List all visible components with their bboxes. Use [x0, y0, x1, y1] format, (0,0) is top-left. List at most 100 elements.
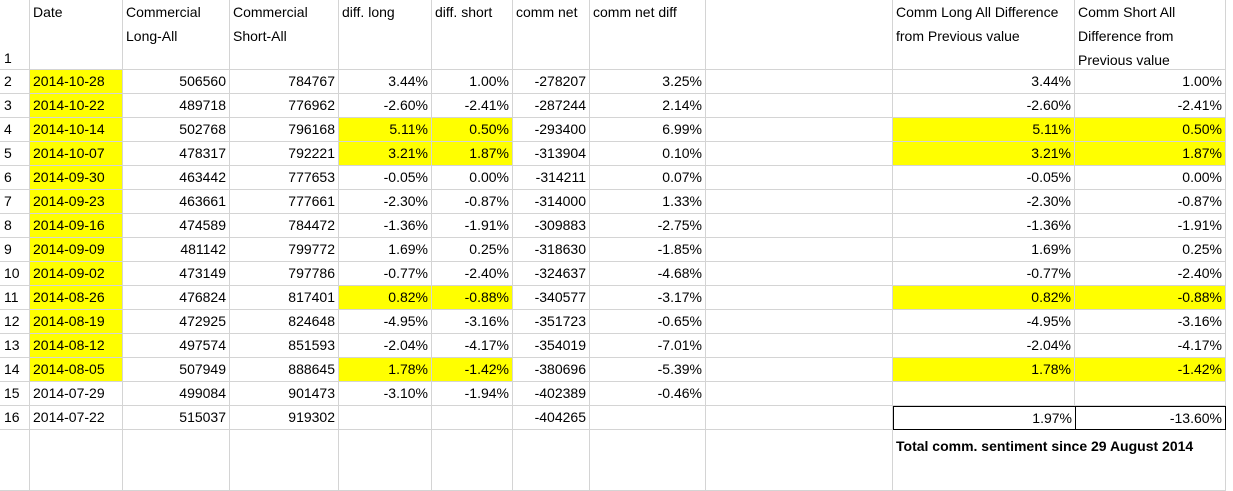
- row-header[interactable]: 14: [0, 358, 30, 382]
- diff-short-cell[interactable]: -4.17%: [432, 334, 513, 358]
- diff-short-cell[interactable]: 1.87%: [432, 142, 513, 166]
- long-prev-diff-cell[interactable]: 1.69%: [893, 238, 1075, 262]
- date-cell[interactable]: 2014-07-29: [30, 382, 123, 406]
- long-prev-diff-cell[interactable]: -1.36%: [893, 214, 1075, 238]
- comm-net-diff-cell[interactable]: [590, 406, 706, 430]
- diff-long-cell[interactable]: -3.10%: [339, 382, 432, 406]
- comm-net-diff-cell[interactable]: 3.25%: [590, 70, 706, 94]
- row-header[interactable]: 6: [0, 166, 30, 190]
- commercial-short-cell[interactable]: 888645: [230, 358, 339, 382]
- long-prev-diff-cell[interactable]: 1.78%: [893, 358, 1075, 382]
- row-header[interactable]: 5: [0, 142, 30, 166]
- empty-cell[interactable]: [230, 430, 339, 491]
- long-prev-diff-cell[interactable]: 3.44%: [893, 70, 1075, 94]
- date-cell[interactable]: 2014-10-14: [30, 118, 123, 142]
- diff-short-cell[interactable]: 1.00%: [432, 70, 513, 94]
- diff-long-cell[interactable]: -4.95%: [339, 310, 432, 334]
- long-prev-diff-cell[interactable]: 5.11%: [893, 118, 1075, 142]
- long-prev-diff-cell[interactable]: 3.21%: [893, 142, 1075, 166]
- comm-net-cell[interactable]: -314000: [513, 190, 590, 214]
- diff-long-cell[interactable]: 5.11%: [339, 118, 432, 142]
- commercial-long-cell[interactable]: 473149: [123, 262, 230, 286]
- commercial-short-cell[interactable]: 784472: [230, 214, 339, 238]
- date-cell[interactable]: 2014-09-23: [30, 190, 123, 214]
- empty-cell[interactable]: [706, 118, 893, 142]
- comm-net-diff-cell[interactable]: -0.65%: [590, 310, 706, 334]
- comm-net-cell[interactable]: -287244: [513, 94, 590, 118]
- empty-cell[interactable]: [590, 430, 706, 491]
- empty-header-cell[interactable]: [706, 0, 893, 70]
- comm-net-cell[interactable]: -318630: [513, 238, 590, 262]
- commercial-long-cell[interactable]: 476824: [123, 286, 230, 310]
- empty-cell[interactable]: [706, 334, 893, 358]
- comm-net-diff-cell[interactable]: -4.68%: [590, 262, 706, 286]
- empty-cell[interactable]: [432, 430, 513, 491]
- empty-cell[interactable]: [706, 94, 893, 118]
- comm-net-diff-cell[interactable]: 0.07%: [590, 166, 706, 190]
- comm-net-cell[interactable]: -402389: [513, 382, 590, 406]
- commercial-long-cell[interactable]: 474589: [123, 214, 230, 238]
- empty-cell[interactable]: [706, 190, 893, 214]
- commercial-short-cell[interactable]: 824648: [230, 310, 339, 334]
- commercial-long-cell[interactable]: 507949: [123, 358, 230, 382]
- header-diff-long[interactable]: diff. long: [339, 0, 432, 70]
- diff-long-cell[interactable]: 3.21%: [339, 142, 432, 166]
- long-prev-diff-cell[interactable]: -0.05%: [893, 166, 1075, 190]
- diff-long-cell[interactable]: -2.04%: [339, 334, 432, 358]
- diff-short-cell[interactable]: -2.41%: [432, 94, 513, 118]
- long-prev-diff-cell[interactable]: -4.95%: [893, 310, 1075, 334]
- commercial-short-cell[interactable]: 792221: [230, 142, 339, 166]
- empty-cell[interactable]: [706, 406, 893, 430]
- diff-long-cell[interactable]: -0.77%: [339, 262, 432, 286]
- date-cell[interactable]: 2014-09-30: [30, 166, 123, 190]
- commercial-long-cell[interactable]: 499084: [123, 382, 230, 406]
- empty-cell[interactable]: [706, 214, 893, 238]
- long-prev-diff-cell[interactable]: 0.82%: [893, 286, 1075, 310]
- comm-net-diff-cell[interactable]: 6.99%: [590, 118, 706, 142]
- row-header[interactable]: [0, 430, 30, 491]
- commercial-short-cell[interactable]: 797786: [230, 262, 339, 286]
- row-header[interactable]: 7: [0, 190, 30, 214]
- diff-short-cell[interactable]: -1.91%: [432, 214, 513, 238]
- commercial-long-cell[interactable]: 481142: [123, 238, 230, 262]
- diff-short-cell[interactable]: -1.42%: [432, 358, 513, 382]
- commercial-long-cell[interactable]: 502768: [123, 118, 230, 142]
- commercial-short-cell[interactable]: 777661: [230, 190, 339, 214]
- commercial-long-cell[interactable]: 463661: [123, 190, 230, 214]
- comm-net-diff-cell[interactable]: 2.14%: [590, 94, 706, 118]
- short-prev-diff-cell[interactable]: 0.25%: [1075, 238, 1226, 262]
- comm-net-cell[interactable]: -313904: [513, 142, 590, 166]
- comm-net-cell[interactable]: -309883: [513, 214, 590, 238]
- row-header[interactable]: 16: [0, 406, 30, 430]
- short-prev-diff-cell[interactable]: -4.17%: [1075, 334, 1226, 358]
- short-prev-diff-cell[interactable]: 1.00%: [1075, 70, 1226, 94]
- comm-net-cell[interactable]: -380696: [513, 358, 590, 382]
- row-header[interactable]: 11: [0, 286, 30, 310]
- diff-long-cell[interactable]: 1.69%: [339, 238, 432, 262]
- diff-short-cell[interactable]: 0.00%: [432, 166, 513, 190]
- empty-cell[interactable]: [123, 430, 230, 491]
- row-header[interactable]: 4: [0, 118, 30, 142]
- date-cell[interactable]: 2014-08-26: [30, 286, 123, 310]
- commercial-long-cell[interactable]: 506560: [123, 70, 230, 94]
- date-cell[interactable]: 2014-10-22: [30, 94, 123, 118]
- comm-net-cell[interactable]: -354019: [513, 334, 590, 358]
- comm-net-diff-cell[interactable]: -2.75%: [590, 214, 706, 238]
- diff-long-cell[interactable]: -2.60%: [339, 94, 432, 118]
- header-comm-net-diff[interactable]: comm net diff: [590, 0, 706, 70]
- date-cell[interactable]: 2014-09-09: [30, 238, 123, 262]
- row-header[interactable]: 15: [0, 382, 30, 406]
- commercial-short-cell[interactable]: 851593: [230, 334, 339, 358]
- short-prev-diff-cell[interactable]: 0.00%: [1075, 166, 1226, 190]
- date-cell[interactable]: 2014-08-19: [30, 310, 123, 334]
- header-commercial-long[interactable]: Commercial Long-All: [123, 0, 230, 70]
- empty-cell[interactable]: [706, 310, 893, 334]
- comm-net-cell[interactable]: -293400: [513, 118, 590, 142]
- commercial-short-cell[interactable]: 919302: [230, 406, 339, 430]
- commercial-short-cell[interactable]: 799772: [230, 238, 339, 262]
- short-prev-diff-cell[interactable]: -1.91%: [1075, 214, 1226, 238]
- commercial-long-cell[interactable]: 463442: [123, 166, 230, 190]
- empty-cell[interactable]: [513, 430, 590, 491]
- header-diff-short[interactable]: diff. short: [432, 0, 513, 70]
- diff-long-cell[interactable]: -1.36%: [339, 214, 432, 238]
